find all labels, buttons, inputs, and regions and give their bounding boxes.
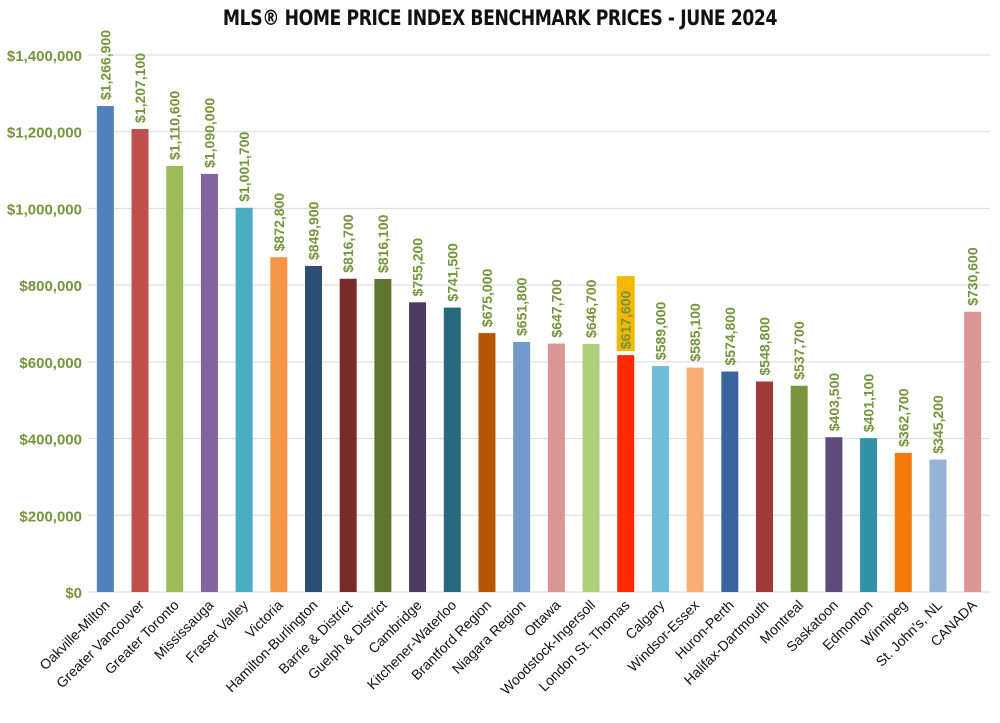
bar — [617, 355, 635, 592]
data-label: $1,001,700 — [236, 131, 252, 201]
data-label: $816,700 — [340, 214, 356, 273]
y-tick-label: $600,000 — [19, 355, 82, 372]
y-tick-label: $800,000 — [19, 278, 82, 295]
bar — [131, 128, 149, 593]
data-label: $1,266,900 — [97, 30, 113, 100]
bar — [166, 166, 184, 593]
y-tick-label: $1,200,000 — [7, 125, 82, 142]
data-label: $403,500 — [826, 373, 842, 432]
bar — [756, 381, 773, 592]
bar — [513, 341, 531, 592]
chart-title: MLS® HOME PRICE INDEX BENCHMARK PRICES -… — [222, 6, 778, 30]
data-label: $730,600 — [965, 247, 981, 306]
bar — [894, 452, 912, 592]
y-tick-label: $400,000 — [19, 432, 82, 449]
bar — [270, 257, 288, 592]
y-tick-label: $200,000 — [19, 508, 82, 525]
data-label: $646,700 — [583, 279, 599, 338]
data-label: $755,200 — [410, 238, 426, 297]
bar — [929, 459, 947, 592]
bar — [790, 385, 808, 592]
bar — [374, 278, 392, 592]
data-label: $548,800 — [757, 317, 773, 376]
data-label: $675,000 — [479, 268, 495, 327]
data-label: $816,100 — [375, 214, 391, 273]
bar — [860, 438, 878, 592]
data-label: $1,110,600 — [167, 90, 183, 160]
data-label: $589,000 — [652, 301, 668, 360]
y-tick-label: $1,400,000 — [7, 48, 82, 65]
bar — [964, 311, 982, 592]
bar — [339, 278, 357, 592]
data-label: $651,800 — [514, 277, 530, 336]
bar — [651, 366, 669, 592]
bar — [409, 302, 427, 592]
bar — [443, 307, 461, 592]
bar — [547, 343, 565, 592]
data-label: $345,200 — [930, 395, 946, 454]
data-label: $741,500 — [444, 243, 460, 302]
data-label: $574,800 — [722, 307, 738, 366]
data-label: $647,700 — [548, 279, 564, 338]
bar — [200, 173, 218, 592]
data-label: $585,100 — [687, 303, 703, 362]
data-label: $1,090,000 — [201, 98, 217, 168]
data-label: $617,600 — [618, 290, 634, 349]
y-tick-label: $0 — [65, 585, 82, 602]
data-label: $537,700 — [791, 321, 807, 380]
data-label: $1,207,100 — [132, 53, 148, 123]
bar — [96, 106, 114, 593]
bar — [478, 333, 496, 592]
y-tick-label: $1,000,000 — [7, 201, 82, 218]
bar — [686, 367, 704, 592]
data-label: $849,900 — [306, 201, 322, 260]
bar — [721, 371, 739, 592]
bar — [825, 437, 843, 592]
data-label: $401,100 — [861, 374, 877, 433]
data-label: $362,700 — [895, 388, 911, 447]
bar — [305, 266, 322, 592]
bar — [235, 207, 253, 593]
data-label: $872,800 — [271, 193, 287, 252]
bar — [582, 343, 600, 592]
data-label-highlight — [616, 276, 635, 352]
